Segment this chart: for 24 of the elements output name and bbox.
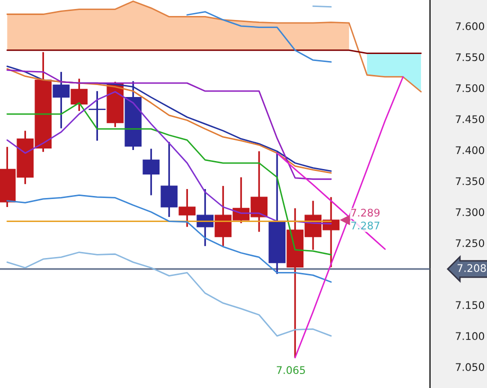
candlestick [142,148,160,196]
annotation: 7.287 [351,222,380,230]
annotation: 7.065 [276,366,305,374]
annotation: 7.289 [351,208,380,217]
candlestick [70,78,88,112]
y-tick-label: 7.100 [456,332,484,340]
candlestick [88,90,106,142]
line-series [6,0,422,92]
y-tick-label: 7.050 [456,363,484,372]
y-tick-label: 7.500 [456,84,484,92]
candlestick [52,71,70,130]
y-tick-label: 7.600 [456,22,484,30]
line-series [186,11,332,63]
ref-line-label: 7.208 [458,264,486,272]
line-series [6,252,332,337]
y-tick-label: 7.250 [456,239,484,248]
y-tick-label: 7.350 [456,177,484,186]
candlestick [178,188,196,228]
y-tick-label: 7.450 [456,115,484,124]
y-tick-label: 7.150 [456,301,484,310]
y-tick-label: 7.550 [456,53,484,62]
y-tick-label: 7.400 [456,146,484,154]
candlestick [160,141,178,218]
y-tick-label: 7.300 [456,208,484,216]
